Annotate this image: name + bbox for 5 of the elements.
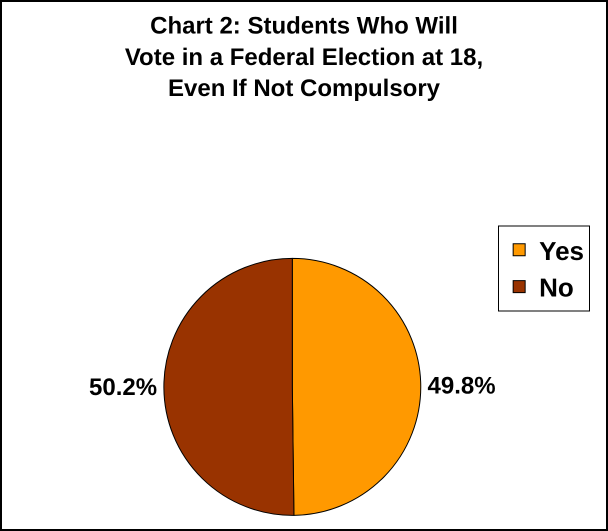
legend-label: No [539,272,574,303]
data-label: 49.8% [428,372,496,400]
legend-label: Yes [539,236,584,266]
chart-title: Chart 2: Students Who Will Vote in a Federal Election at 18, Even If Not Compulsory [124,12,484,102]
data-label: 50.2% [89,374,158,402]
